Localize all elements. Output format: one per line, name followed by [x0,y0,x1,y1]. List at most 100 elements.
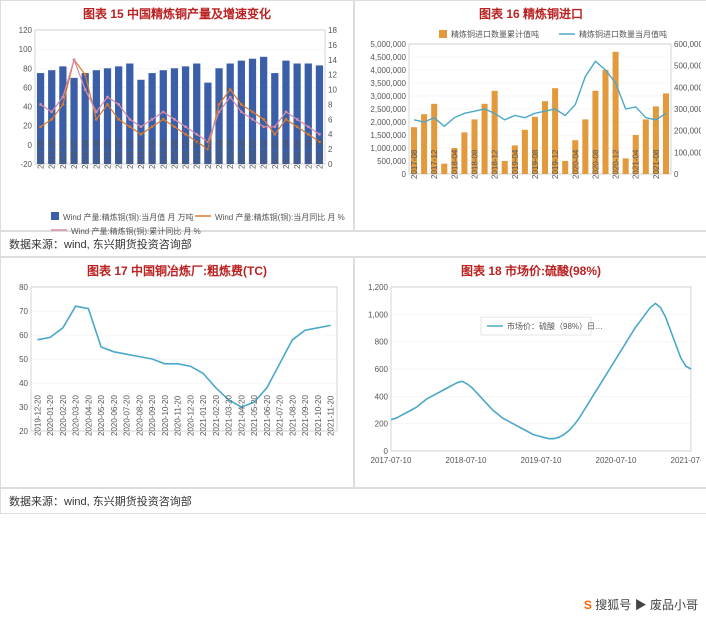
svg-text:200: 200 [375,420,389,429]
svg-text:2017-12: 2017-12 [59,139,68,169]
svg-text:Wind 产量:精炼铜(铜):当月同比 月 %: Wind 产量:精炼铜(铜):当月同比 月 % [215,212,345,222]
panel-chart16: 图表 16 精炼铜进口 0500,0001,000,0001,500,0002,… [354,0,706,231]
svg-text:2018-04: 2018-04 [450,149,459,179]
svg-text:3,000,000: 3,000,000 [370,92,406,101]
svg-text:2021-07-10: 2021-07-10 [671,456,701,465]
svg-text:2017-10: 2017-10 [48,139,57,169]
svg-text:12: 12 [328,71,337,80]
svg-text:20: 20 [23,122,32,131]
svg-text:2021-10-20: 2021-10-20 [314,395,323,436]
svg-text:2021-04: 2021-04 [632,149,641,179]
svg-text:2020-04-20: 2020-04-20 [84,395,93,436]
svg-text:2021-02-20: 2021-02-20 [212,395,221,436]
svg-text:30: 30 [19,403,28,412]
svg-text:精炼铜进口数量当月值吨: 精炼铜进口数量当月值吨 [579,29,667,39]
svg-text:2020-12-20: 2020-12-20 [186,395,195,436]
svg-text:18: 18 [328,26,337,35]
svg-text:2020-04: 2020-04 [571,149,580,179]
svg-text:2020-02: 2020-02 [204,139,213,169]
svg-text:2017-07-10: 2017-07-10 [371,456,412,465]
svg-text:2021-03-20: 2021-03-20 [225,395,234,436]
svg-text:3,500,000: 3,500,000 [370,79,406,88]
svg-text:2021-06: 2021-06 [293,139,302,169]
svg-text:2,500,000: 2,500,000 [370,105,406,114]
svg-text:2020-12: 2020-12 [612,149,621,179]
svg-text:40: 40 [23,103,32,112]
chart17-svg: 203040506070802019-12-202020-01-202020-0… [7,281,347,501]
panel-chart18: 图表 18 市场价:硫酸(98%) 02004006008001,0001,20… [354,257,706,488]
svg-text:2020-06-20: 2020-06-20 [110,395,119,436]
svg-text:Wind 产量:精炼铜(铜):累计同比 月 %: Wind 产量:精炼铜(铜):累计同比 月 % [71,226,201,236]
svg-text:2019-04: 2019-04 [511,149,520,179]
svg-text:2021-04: 2021-04 [282,139,291,169]
svg-text:2021-08-20: 2021-08-20 [288,395,297,436]
svg-text:2021-02: 2021-02 [271,139,280,169]
svg-text:2020-05-20: 2020-05-20 [97,395,106,436]
svg-text:2021-05-20: 2021-05-20 [250,395,259,436]
svg-text:-20: -20 [20,160,32,169]
svg-text:500,000: 500,000 [674,62,701,71]
svg-text:80: 80 [23,64,32,73]
svg-text:6: 6 [328,115,333,124]
svg-text:2020-04: 2020-04 [215,139,224,169]
svg-text:2018-02: 2018-02 [70,139,79,169]
svg-text:2020-10: 2020-10 [249,139,258,169]
svg-text:2018-06: 2018-06 [92,139,101,169]
svg-text:0: 0 [674,170,679,179]
svg-text:0: 0 [328,160,333,169]
svg-text:10: 10 [328,86,337,95]
chart18-area: 02004006008001,0001,2002017-07-102018-07… [361,281,701,481]
svg-text:精炼铜进口数量累计值吨: 精炼铜进口数量累计值吨 [451,29,539,39]
svg-text:市场价：硫酸（98%）日…: 市场价：硫酸（98%）日… [507,321,603,331]
svg-text:0: 0 [384,447,389,456]
svg-text:2020-02-20: 2020-02-20 [59,395,68,436]
svg-text:2019-12: 2019-12 [193,139,202,169]
svg-text:2019-02: 2019-02 [137,139,146,169]
svg-text:2021-10: 2021-10 [315,139,324,169]
svg-text:20: 20 [19,427,28,436]
chart17-title: 图表 17 中国铜冶炼厂:粗炼费(TC) [1,258,353,281]
chart-grid: 图表 15 中国精炼铜产量及增速变化 -20020406080100120024… [0,0,706,514]
svg-text:2018-07-10: 2018-07-10 [446,456,487,465]
svg-text:2017-08: 2017-08 [37,139,46,169]
svg-text:1,000: 1,000 [368,310,389,319]
svg-text:2019-12: 2019-12 [551,149,560,179]
svg-text:2: 2 [328,145,333,154]
chart18-title: 图表 18 市场价:硫酸(98%) [355,258,706,281]
panel-chart15: 图表 15 中国精炼铜产量及增速变化 -20020406080100120024… [0,0,354,231]
svg-text:2020-11-20: 2020-11-20 [174,395,183,436]
svg-text:4,500,000: 4,500,000 [370,53,406,62]
svg-text:1,200: 1,200 [368,283,389,292]
watermark-sep: ▶ [635,598,647,612]
svg-text:2021-09-20: 2021-09-20 [301,395,310,436]
chart17-area: 203040506070802019-12-202020-01-202020-0… [7,281,347,481]
chart15-svg: -200204060801001200246810121416182017-08… [7,24,347,244]
panel-chart17: 图表 17 中国铜冶炼厂:粗炼费(TC) 203040506070802019-… [0,257,354,488]
svg-text:2021-01-20: 2021-01-20 [199,395,208,436]
svg-text:2020-10-20: 2020-10-20 [161,395,170,436]
svg-text:500,000: 500,000 [377,157,406,166]
svg-text:16: 16 [328,41,337,50]
svg-text:4,000,000: 4,000,000 [370,66,406,75]
svg-text:2020-08: 2020-08 [591,149,600,179]
svg-text:2020-12: 2020-12 [260,139,269,169]
svg-text:2021-11-20: 2021-11-20 [327,395,336,436]
svg-text:2019-08: 2019-08 [531,149,540,179]
svg-text:2019-07-10: 2019-07-10 [521,456,562,465]
chart18-svg: 02004006008001,0001,2002017-07-102018-07… [361,281,701,501]
chart15-title: 图表 15 中国精炼铜产量及增速变化 [1,1,353,24]
svg-text:2020-03-20: 2020-03-20 [72,395,81,436]
svg-text:0: 0 [28,141,33,150]
svg-text:800: 800 [375,338,389,347]
chart16-title: 图表 16 精炼铜进口 [355,1,706,24]
svg-text:100,000: 100,000 [674,148,701,157]
svg-text:40: 40 [19,379,28,388]
svg-text:2019-08: 2019-08 [170,139,179,169]
svg-text:600,000: 600,000 [674,40,701,49]
chart16-area: 0500,0001,000,0001,500,0002,000,0002,500… [361,24,701,224]
svg-text:2020-07-20: 2020-07-20 [123,395,132,436]
svg-text:80: 80 [19,283,28,292]
svg-text:2020-07-10: 2020-07-10 [596,456,637,465]
svg-text:300,000: 300,000 [674,105,701,114]
svg-text:2018-12: 2018-12 [126,139,135,169]
